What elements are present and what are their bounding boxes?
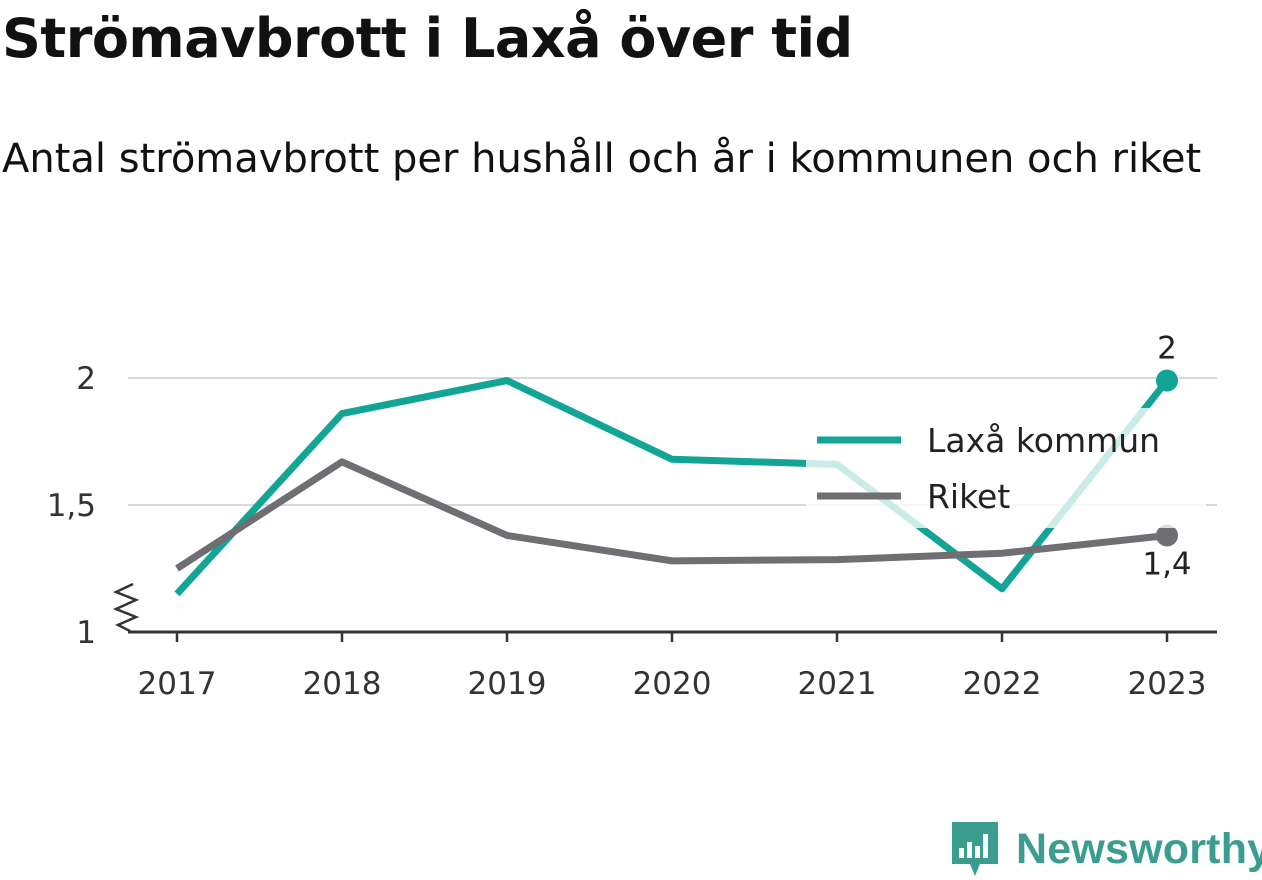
end-point-riket (1156, 524, 1178, 547)
legend: Laxå kommun Riket (806, 408, 1206, 528)
legend-label: Riket (927, 477, 1010, 516)
axis-break-icon (112, 582, 140, 633)
x-tick-label: 2017 (138, 666, 217, 702)
page-title: Strömavbrott i Laxå över tid (2, 7, 853, 70)
series-lines (174, 369, 1178, 597)
brand-logo: Newsworthy (950, 818, 1262, 880)
x-tick-label: 2023 (1128, 666, 1207, 702)
x-tick-label: 2018 (303, 666, 382, 702)
series-line-riket (175, 458, 1168, 572)
y-tick-label: 1 (76, 615, 96, 651)
x-tick-label: 2019 (468, 666, 547, 702)
chart-subtitle: Antal strömavbrott per hushåll och år i … (2, 136, 1202, 182)
y-tick-label: 2 (76, 361, 96, 397)
legend-background (806, 408, 1206, 528)
series-line-laxa-kommun (174, 377, 1170, 597)
y-tick-label: 1,5 (47, 488, 96, 524)
data-labels: 21,4 (1142, 331, 1191, 583)
brand-name: Newsworthy (1016, 824, 1262, 873)
x-tick-label: 2021 (798, 666, 877, 702)
data-label: 2 (1157, 331, 1177, 367)
legend-label: Laxå kommun (927, 421, 1160, 460)
x-tick-label: 2020 (633, 666, 712, 702)
x-tick-label: 2022 (963, 666, 1042, 702)
newsworthy-logo-icon (952, 822, 998, 876)
axes: 1 1,5 2 2017 2018 2019 2020 2021 2022 2023 (47, 361, 1217, 702)
end-point-laxa-kommun (1156, 369, 1178, 392)
data-label: 1,4 (1142, 546, 1191, 582)
